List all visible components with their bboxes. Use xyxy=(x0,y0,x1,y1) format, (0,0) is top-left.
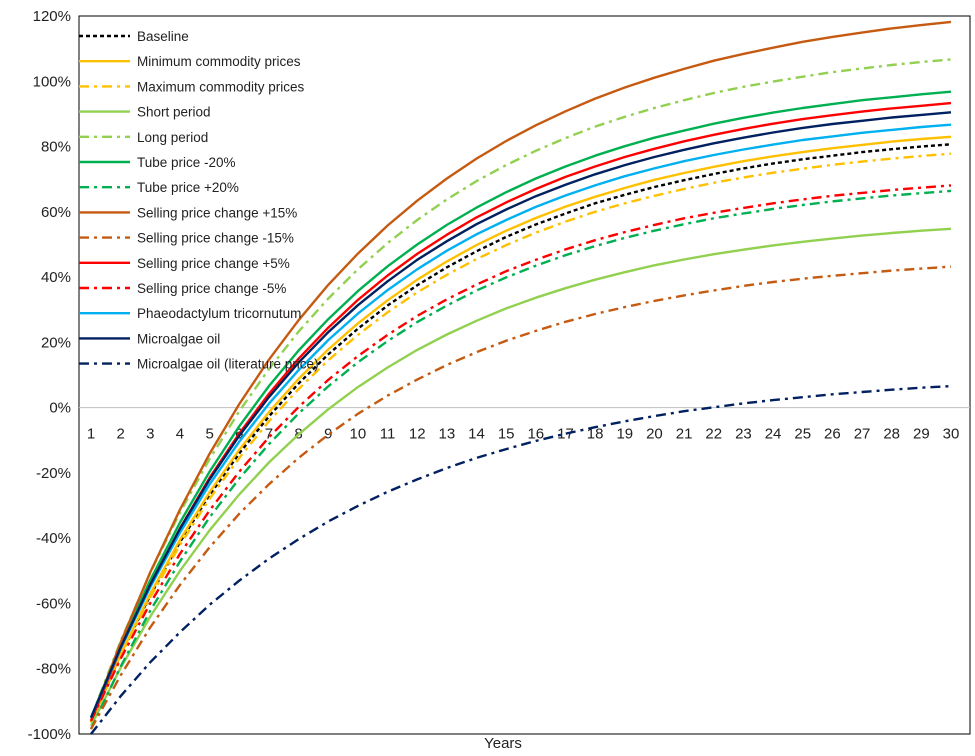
series-line xyxy=(89,135,952,724)
y-tick-label: -20% xyxy=(36,465,71,482)
series-line xyxy=(89,189,952,730)
x-tick-label: 2 xyxy=(116,426,124,443)
series-line xyxy=(89,123,952,719)
legend: Baseline Minimum commodity prices Maximum … xyxy=(79,29,319,372)
x-tick-label: 23 xyxy=(735,426,752,443)
x-tick-label: 16 xyxy=(527,426,544,443)
legend-label: Phaeodactylum tricornutum xyxy=(137,306,301,321)
x-tick-label: 26 xyxy=(824,426,841,443)
x-tick-label: 18 xyxy=(587,426,604,443)
y-tick-label: 0% xyxy=(49,400,71,417)
x-tick-label: 15 xyxy=(498,426,515,443)
x-axis-title: Years xyxy=(484,735,522,751)
x-tick-label: 25 xyxy=(794,426,811,443)
legend-label: Long period xyxy=(137,130,208,145)
legend-label: Tube price -20% xyxy=(137,155,236,170)
legend-label: Selling price change +15% xyxy=(137,205,297,220)
x-tick-label: 22 xyxy=(705,426,722,443)
x-tick-label: 20 xyxy=(646,426,663,443)
plot-area-frame xyxy=(78,15,971,735)
legend-label: Selling price change +5% xyxy=(137,256,290,271)
x-tick-label: 30 xyxy=(943,426,960,443)
x-tick-label: 21 xyxy=(676,426,693,443)
x-axis-ticks: 1 2 3 4 5 6 7 8 9 10 11 12 13 14 15 16 17 18 19 20 21 22 23 24 2… xyxy=(87,426,960,443)
series-line xyxy=(89,90,952,719)
x-tick-label: 28 xyxy=(883,426,900,443)
y-tick-label: -80% xyxy=(36,661,71,678)
series-line xyxy=(90,384,952,735)
y-tick-label: 20% xyxy=(41,334,71,351)
x-tick-label: 1 xyxy=(87,426,95,443)
x-tick-label: 5 xyxy=(205,426,213,443)
legend-label: Short period xyxy=(137,105,211,120)
x-tick-label: 27 xyxy=(854,426,871,443)
x-tick-label: 9 xyxy=(324,426,332,443)
y-axis-ticks: -100% -80% -60% -40% -20% 0% 20% 40% 60% 80% 100% 1… xyxy=(28,8,71,743)
series-line xyxy=(89,184,952,722)
y-tick-label: 80% xyxy=(41,139,71,156)
x-tick-label: 19 xyxy=(616,426,633,443)
legend-label: Microalgae oil (literature price) xyxy=(137,357,319,372)
x-tick-label: 13 xyxy=(439,426,456,443)
y-tick-label: -60% xyxy=(36,595,71,612)
x-tick-label: 4 xyxy=(176,426,184,443)
series-lines xyxy=(89,20,952,735)
y-tick-label: 40% xyxy=(41,269,71,286)
y-tick-label: 100% xyxy=(33,73,71,90)
x-tick-label: 3 xyxy=(146,426,154,443)
legend-label: Microalgae oil xyxy=(137,331,220,346)
x-tick-label: 29 xyxy=(913,426,930,443)
series-line xyxy=(89,111,952,719)
series-line xyxy=(89,143,952,724)
legend-label: Baseline xyxy=(137,29,189,44)
y-tick-label: -40% xyxy=(36,530,71,547)
y-tick-label: 120% xyxy=(33,8,71,25)
legend-label: Minimum commodity prices xyxy=(137,54,301,69)
x-tick-label: 17 xyxy=(557,426,574,443)
legend-label: Tube price +20% xyxy=(137,180,239,195)
series-line xyxy=(89,101,952,722)
y-tick-label: 60% xyxy=(41,204,71,221)
legend-label: Maximum commodity prices xyxy=(137,79,305,94)
legend-label: Selling price change -15% xyxy=(137,231,294,246)
series-line xyxy=(89,227,952,727)
x-tick-label: 7 xyxy=(265,426,273,443)
y-tick-label: -100% xyxy=(28,726,71,743)
x-tick-label: 11 xyxy=(380,426,396,443)
x-tick-label: 10 xyxy=(350,426,367,443)
x-tick-label: 14 xyxy=(468,426,485,443)
x-tick-label: 24 xyxy=(765,426,782,443)
series-line xyxy=(89,265,952,730)
legend-label: Selling price change -5% xyxy=(137,281,286,296)
series-line xyxy=(89,20,952,722)
x-tick-label: 12 xyxy=(409,426,426,443)
series-line xyxy=(89,58,952,719)
